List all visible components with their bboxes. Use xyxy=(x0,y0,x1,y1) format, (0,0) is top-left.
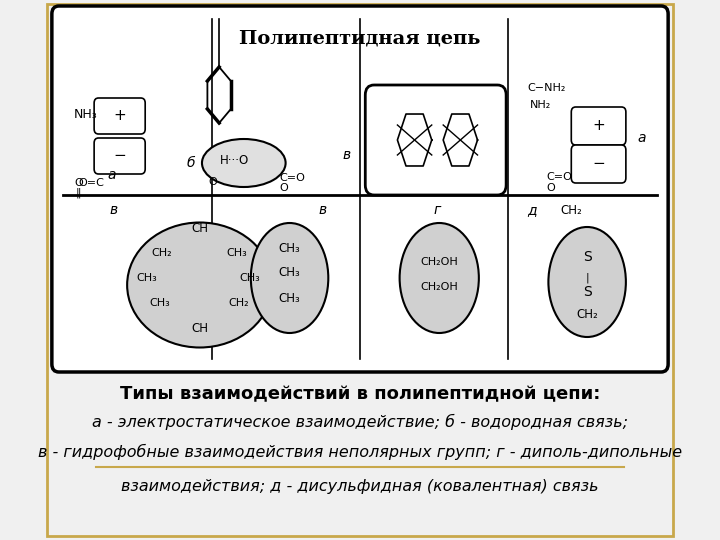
Text: C=O: C=O xyxy=(279,173,305,183)
Text: CH₂: CH₂ xyxy=(228,298,249,308)
Text: г: г xyxy=(434,203,441,217)
Text: +: + xyxy=(593,118,605,133)
Text: ‖: ‖ xyxy=(76,188,81,198)
Text: O: O xyxy=(546,183,555,193)
Text: |: | xyxy=(585,273,589,284)
Text: C=O: C=O xyxy=(546,172,572,182)
Ellipse shape xyxy=(127,222,272,348)
Text: H···O: H···O xyxy=(220,153,250,166)
Text: C−NH₂: C−NH₂ xyxy=(527,83,566,93)
Text: CH₂OH: CH₂OH xyxy=(420,282,458,292)
Text: CH₂OH: CH₂OH xyxy=(420,257,458,267)
Ellipse shape xyxy=(549,227,626,337)
Text: CH₃: CH₃ xyxy=(149,298,170,308)
Text: CH₃: CH₃ xyxy=(279,241,300,254)
Text: в: в xyxy=(343,148,351,162)
FancyBboxPatch shape xyxy=(94,138,145,174)
Text: O=C: O=C xyxy=(78,178,104,188)
Text: Типы взаимодействий в полипептидной цепи:: Типы взаимодействий в полипептидной цепи… xyxy=(120,385,600,403)
Text: а: а xyxy=(637,131,646,145)
Text: CH₃: CH₃ xyxy=(279,267,300,280)
Text: CH₂: CH₂ xyxy=(576,308,598,321)
Text: Полипептидная цепь: Полипептидная цепь xyxy=(239,29,481,47)
FancyBboxPatch shape xyxy=(94,98,145,134)
FancyBboxPatch shape xyxy=(47,4,673,536)
FancyBboxPatch shape xyxy=(52,6,668,372)
Text: в: в xyxy=(319,203,327,217)
Ellipse shape xyxy=(202,139,286,187)
Text: в: в xyxy=(109,203,117,217)
Text: CH₃: CH₃ xyxy=(137,273,158,283)
Ellipse shape xyxy=(400,223,479,333)
FancyBboxPatch shape xyxy=(571,107,626,145)
FancyBboxPatch shape xyxy=(571,145,626,183)
Text: O: O xyxy=(74,178,83,188)
Text: NH₃: NH₃ xyxy=(74,109,98,122)
FancyBboxPatch shape xyxy=(365,85,506,195)
Text: CH₃: CH₃ xyxy=(226,248,247,258)
Text: S: S xyxy=(582,250,592,264)
Text: −: − xyxy=(593,157,605,172)
Text: CH₂: CH₂ xyxy=(560,204,582,217)
Text: CH: CH xyxy=(192,321,208,334)
Text: O: O xyxy=(279,183,288,193)
Text: CH₂: CH₂ xyxy=(152,248,172,258)
Text: б: б xyxy=(186,156,195,170)
Text: NH₂: NH₂ xyxy=(530,100,552,110)
Text: S: S xyxy=(582,285,592,299)
Text: O: O xyxy=(209,177,217,187)
Text: −: − xyxy=(113,148,126,164)
Ellipse shape xyxy=(251,223,328,333)
Text: CH₃: CH₃ xyxy=(240,273,261,283)
Text: CH₃: CH₃ xyxy=(279,292,300,305)
Text: д: д xyxy=(527,203,536,217)
Text: в - гидрофобные взаимодействия неполярных групп; г - диполь-дипольные: в - гидрофобные взаимодействия неполярны… xyxy=(38,444,682,460)
Text: а: а xyxy=(107,168,116,182)
Text: +: + xyxy=(113,109,126,124)
Text: а - электростатическое взаимодействие; б - водородная связь;: а - электростатическое взаимодействие; б… xyxy=(92,414,628,430)
Text: взаимодействия; д - дисульфидная (ковалентная) связь: взаимодействия; д - дисульфидная (ковале… xyxy=(121,478,599,494)
Text: CH: CH xyxy=(192,221,208,234)
